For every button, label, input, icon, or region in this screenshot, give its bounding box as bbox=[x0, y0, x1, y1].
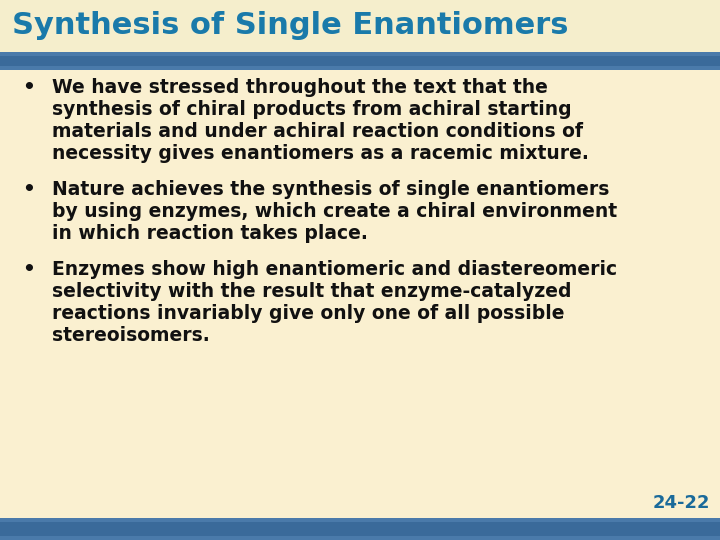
Text: We have stressed throughout the text that the: We have stressed throughout the text tha… bbox=[52, 78, 548, 97]
Text: stereoisomers.: stereoisomers. bbox=[52, 326, 210, 345]
Bar bbox=[0, 518, 720, 540]
Text: Enzymes show high enantiomeric and diastereomeric: Enzymes show high enantiomeric and diast… bbox=[52, 260, 617, 279]
Text: in which reaction takes place.: in which reaction takes place. bbox=[52, 224, 368, 243]
Text: necessity gives enantiomers as a racemic mixture.: necessity gives enantiomers as a racemic… bbox=[52, 144, 589, 163]
Text: selectivity with the result that enzyme-catalyzed: selectivity with the result that enzyme-… bbox=[52, 282, 572, 301]
Text: materials and under achiral reaction conditions of: materials and under achiral reaction con… bbox=[52, 122, 583, 141]
Text: Nature achieves the synthesis of single enantiomers: Nature achieves the synthesis of single … bbox=[52, 180, 609, 199]
Bar bbox=[0, 522, 720, 536]
Bar bbox=[0, 56, 720, 66]
Text: •: • bbox=[22, 180, 35, 199]
Text: by using enzymes, which create a chiral environment: by using enzymes, which create a chiral … bbox=[52, 202, 617, 221]
Text: •: • bbox=[22, 260, 35, 279]
Text: •: • bbox=[22, 78, 35, 97]
Bar bbox=[0, 52, 720, 70]
Bar bbox=[0, 0, 720, 52]
Text: reactions invariably give only one of all possible: reactions invariably give only one of al… bbox=[52, 304, 564, 323]
Text: synthesis of chiral products from achiral starting: synthesis of chiral products from achira… bbox=[52, 100, 572, 119]
Text: 24-22: 24-22 bbox=[652, 494, 710, 512]
Text: Synthesis of Single Enantiomers: Synthesis of Single Enantiomers bbox=[12, 11, 569, 40]
